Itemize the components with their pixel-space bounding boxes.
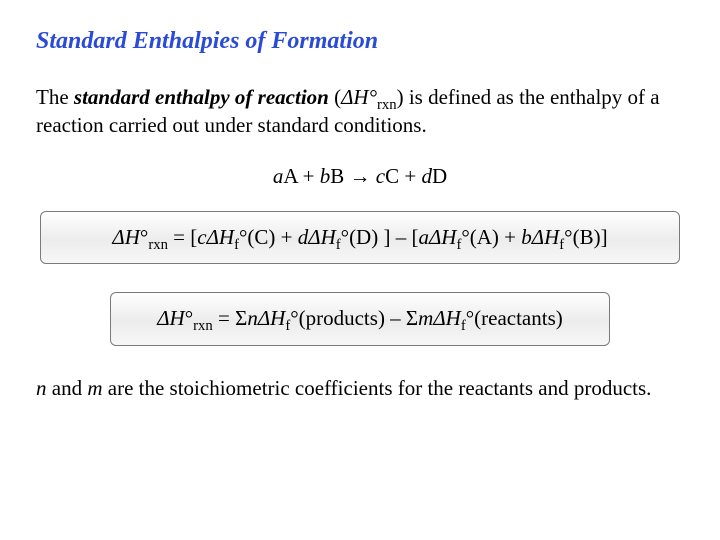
plus-2: + (399, 164, 421, 188)
coef-a: a (273, 164, 284, 188)
f2-n: n (247, 306, 258, 330)
f1-rxn: rxn (148, 237, 168, 253)
f1-dhf4: ΔH (532, 225, 560, 249)
f2-degf2: ° (466, 306, 474, 330)
f2-prod: (products) – Σ (299, 306, 419, 330)
f2-dhf2: ΔH (433, 306, 461, 330)
f1-d: d (298, 225, 309, 249)
intro-term: standard enthalpy of reaction (74, 85, 329, 109)
species-c: C (385, 164, 399, 188)
f1-p1: (C) + (247, 225, 297, 249)
note-n: n (36, 376, 47, 400)
f2-dh: ΔH (157, 306, 185, 330)
f2-degf1: ° (290, 306, 298, 330)
arrow: → (344, 164, 376, 188)
intro-paragraph: The standard enthalpy of reaction (ΔH°rx… (36, 83, 684, 140)
f1-eq: = [ (168, 225, 197, 249)
f1-b: b (521, 225, 532, 249)
f1-p2: (D) ] – [ (349, 225, 418, 249)
intro-paren-open: ( (329, 85, 341, 109)
intro-sub-rxn: rxn (377, 97, 397, 113)
coef-c: c (376, 164, 385, 188)
coef-d: d (421, 164, 432, 188)
f1-degf3: ° (461, 225, 469, 249)
reaction-equation: aA + bB → cC + dD (36, 164, 684, 189)
intro-paren-close: ) (397, 85, 404, 109)
note-m: m (87, 376, 102, 400)
slide-title: Standard Enthalpies of Formation (36, 28, 684, 55)
f2-dhf1: ΔH (258, 306, 286, 330)
f1-degf2: ° (341, 225, 349, 249)
footnote: n and m are the stoichiometric coefficie… (36, 374, 684, 402)
f2-m: m (418, 306, 433, 330)
species-d: D (432, 164, 447, 188)
f2-reac: (reactants) (474, 306, 563, 330)
f1-a: a (418, 225, 429, 249)
f1-dh: ΔH (112, 225, 140, 249)
f2-deg: ° (185, 306, 193, 330)
species-b: B (330, 164, 344, 188)
species-a: A (283, 164, 297, 188)
f1-dhf3: ΔH (429, 225, 457, 249)
f2-rxn: rxn (193, 318, 213, 334)
f2-eq: = Σ (213, 306, 248, 330)
formula-box-sigma: ΔH°rxn = ΣnΔHf°(products) – ΣmΔHf°(react… (110, 292, 610, 346)
intro-delta-h: ΔH (341, 85, 369, 109)
note-and: and (47, 376, 88, 400)
f1-dhf2: ΔH (308, 225, 336, 249)
note-rest: are the stoichiometric coefficients for … (103, 376, 652, 400)
coef-b: b (320, 164, 331, 188)
formula-box-expanded: ΔH°rxn = [cΔHf°(C) + dΔHf°(D) ] – [aΔHf°… (40, 211, 680, 265)
intro-degree: ° (369, 85, 377, 109)
f1-dhf1: ΔH (207, 225, 235, 249)
plus-1: + (297, 164, 319, 188)
f1-p3: (A) + (470, 225, 522, 249)
f1-degf4: ° (564, 225, 572, 249)
intro-pre: The (36, 85, 74, 109)
f1-p4: (B)] (573, 225, 608, 249)
f1-c: c (197, 225, 206, 249)
